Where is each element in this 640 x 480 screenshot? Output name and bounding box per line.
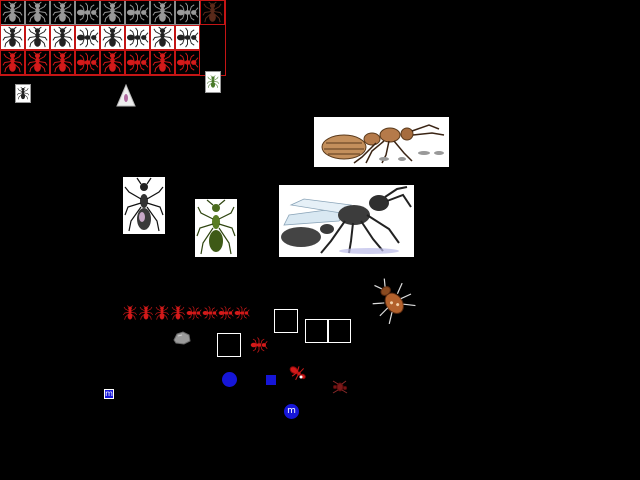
brown-ant-sprite[interactable] xyxy=(314,117,449,167)
dark-ants-row-sprite[interactable] xyxy=(50,0,75,25)
red-ant-icon[interactable] xyxy=(170,304,186,322)
red-ants-row-sprite[interactable] xyxy=(0,50,25,75)
blue-dot-marker[interactable] xyxy=(222,372,237,387)
nest-mound-icon[interactable] xyxy=(116,83,136,108)
rock-icon[interactable] xyxy=(172,330,192,346)
dark-ants-row-sprite[interactable] xyxy=(150,0,175,25)
white-ants-row-sprite[interactable] xyxy=(50,25,75,50)
dark-ants-row-sprite[interactable] xyxy=(0,0,25,25)
spider-ant-sprite[interactable] xyxy=(123,177,165,234)
blue-square-marker[interactable] xyxy=(266,375,276,385)
empty-slot[interactable] xyxy=(327,319,351,343)
dark-ants-row-sprite[interactable] xyxy=(200,0,225,25)
sprite-sheet xyxy=(0,0,226,76)
red-ant-icon[interactable] xyxy=(202,304,218,322)
dark-ants-row-sprite[interactable] xyxy=(175,0,200,25)
red-ants-row-sprite[interactable] xyxy=(25,50,50,75)
red-ant-icon[interactable] xyxy=(218,304,234,322)
white-ants-row-sprite[interactable] xyxy=(125,25,150,50)
red-ant-icon[interactable] xyxy=(287,363,309,383)
dark-ants-row-sprite[interactable] xyxy=(125,0,150,25)
red-ant-icon[interactable] xyxy=(249,336,269,354)
green-ant-sprite[interactable] xyxy=(195,199,237,257)
red-ants-row-sprite[interactable] xyxy=(50,50,75,75)
red-ant-column xyxy=(122,304,254,322)
white-ants-row-sprite[interactable] xyxy=(175,25,200,50)
ant-icon[interactable] xyxy=(205,71,221,93)
red-ants-row-sprite[interactable] xyxy=(175,50,200,75)
beetle-icon[interactable] xyxy=(368,276,416,325)
red-ants-row-sprite[interactable] xyxy=(75,50,100,75)
white-ants-row-sprite[interactable] xyxy=(75,25,100,50)
red-ant-icon[interactable] xyxy=(234,304,250,322)
red-ant-icon[interactable] xyxy=(122,304,138,322)
dark-ants-row-sprite[interactable] xyxy=(100,0,125,25)
white-ants-row-sprite[interactable] xyxy=(0,25,25,50)
dark-ants-row-sprite[interactable] xyxy=(25,0,50,25)
round-m-marker[interactable]: m xyxy=(284,404,299,419)
empty-slot[interactable] xyxy=(274,309,298,333)
food-crumb-icon[interactable] xyxy=(330,378,350,396)
winged-ant-sprite[interactable] xyxy=(279,185,414,257)
white-ants-row-sprite[interactable] xyxy=(25,25,50,50)
red-ants-row-sprite[interactable] xyxy=(125,50,150,75)
red-ants-row-sprite[interactable] xyxy=(100,50,125,75)
red-ants-row-sprite[interactable] xyxy=(150,50,175,75)
red-ant-icon[interactable] xyxy=(138,304,154,322)
dark-ants-row-sprite[interactable] xyxy=(75,0,100,25)
empty-slot[interactable] xyxy=(217,333,241,357)
square-m-marker[interactable]: m xyxy=(104,389,114,399)
ant-icon[interactable] xyxy=(15,84,31,103)
red-ant-icon[interactable] xyxy=(154,304,170,322)
red-ant-icon[interactable] xyxy=(186,304,202,322)
white-ants-row-sprite[interactable] xyxy=(150,25,175,50)
white-ants-row-sprite[interactable] xyxy=(100,25,125,50)
empty-slot[interactable] xyxy=(305,319,329,343)
